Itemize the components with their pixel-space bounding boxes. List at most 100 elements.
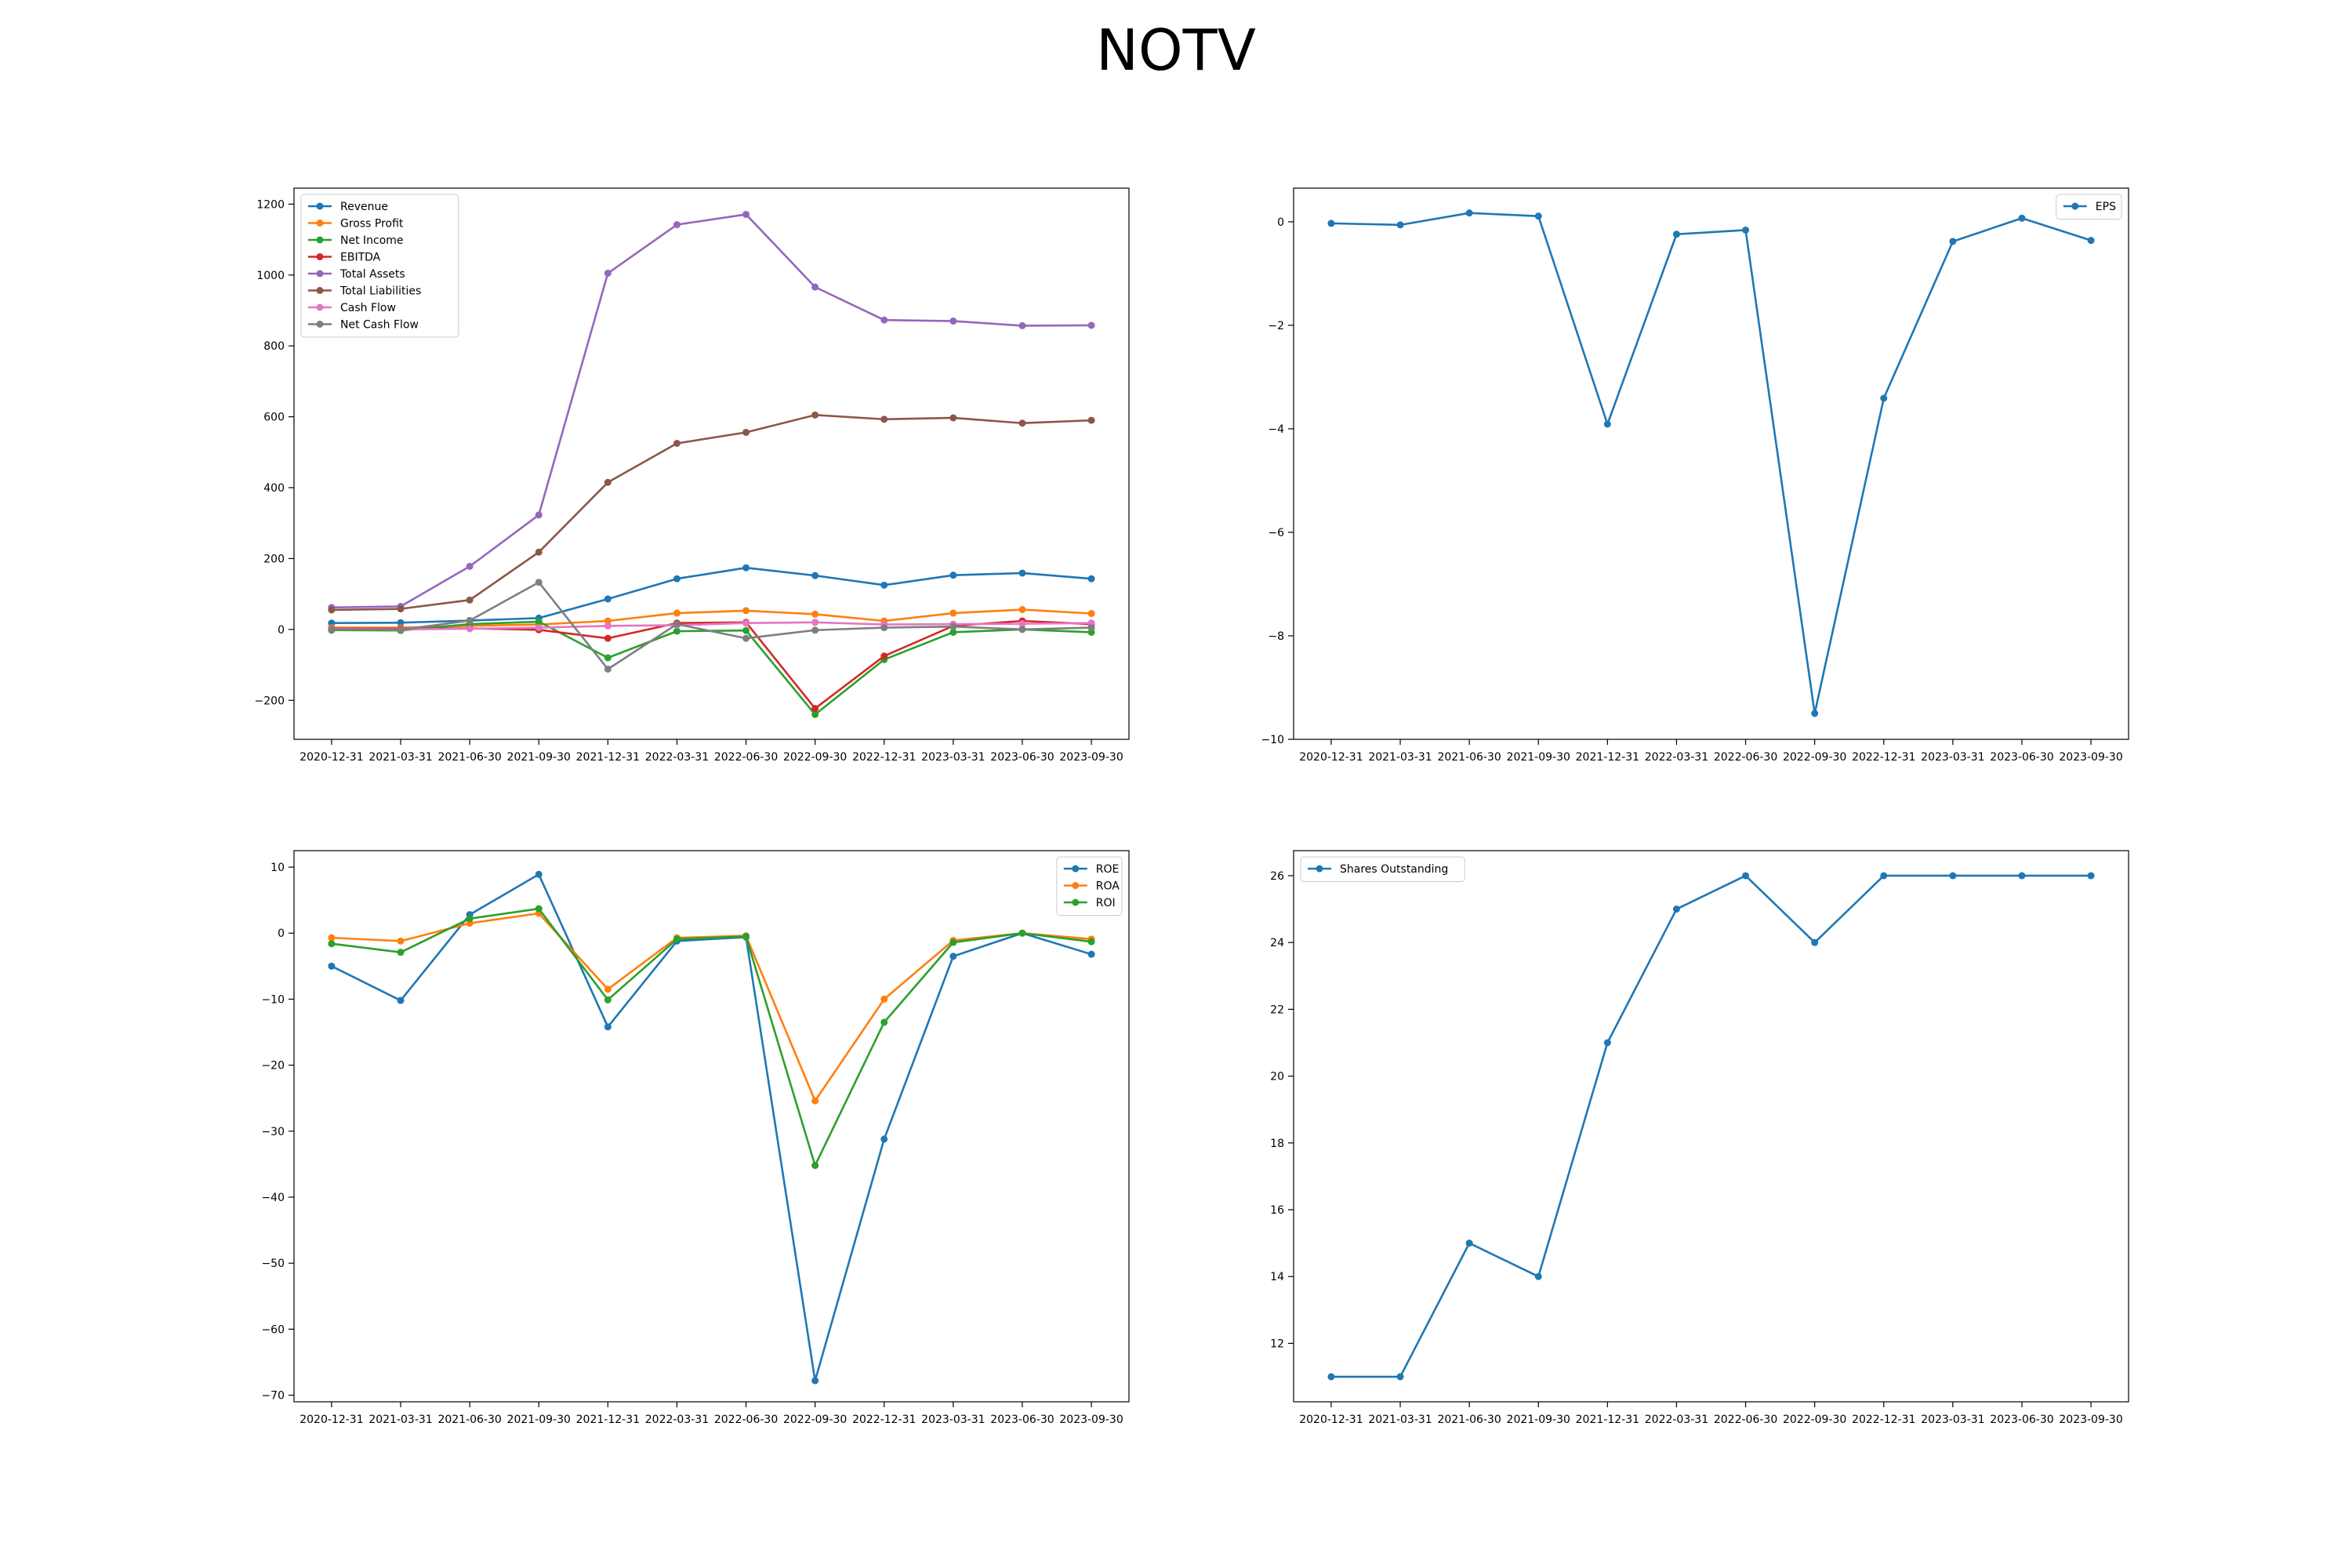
x-tick-label: 2021-12-31 <box>1576 751 1639 764</box>
x-tick-label: 2022-06-30 <box>1714 751 1777 764</box>
data-point <box>742 932 750 940</box>
y-tick-label: 200 <box>263 553 285 565</box>
series-net-cash-flow <box>328 579 1095 673</box>
data-point <box>742 607 750 615</box>
legend-marker <box>316 253 324 260</box>
data-point <box>604 634 612 642</box>
data-point <box>811 710 819 718</box>
x-tick-label: 2022-12-31 <box>852 751 916 764</box>
data-point <box>742 428 750 436</box>
x-tick-label: 2021-09-30 <box>507 751 571 764</box>
plot-frame <box>1293 187 2129 740</box>
data-point <box>1672 906 1680 913</box>
data-point <box>2087 237 2095 245</box>
series-total-liabilities <box>328 411 1095 614</box>
data-point <box>1603 1039 1611 1047</box>
data-point <box>535 511 543 519</box>
x-tick-label: 2022-06-30 <box>1714 1414 1777 1426</box>
data-point <box>604 996 612 1004</box>
data-point <box>880 995 888 1003</box>
data-point <box>535 579 543 586</box>
data-point <box>1811 938 1819 946</box>
data-point <box>328 940 336 948</box>
legend-label: Total Liabilities <box>339 285 421 298</box>
data-point <box>1018 620 1026 628</box>
x-tick-label: 2022-09-30 <box>783 751 847 764</box>
data-point <box>604 654 612 662</box>
data-point <box>1880 872 1888 880</box>
y-tick-label: 0 <box>278 927 285 940</box>
data-point <box>811 1162 819 1170</box>
data-point <box>328 962 336 970</box>
data-point <box>604 595 612 603</box>
data-point <box>880 624 888 632</box>
x-tick-label: 2020-12-31 <box>1299 1414 1363 1426</box>
data-point <box>397 996 405 1004</box>
data-point <box>811 411 819 419</box>
data-point <box>328 606 336 614</box>
legend-label: Net Cash Flow <box>340 319 419 332</box>
legend-marker <box>1072 898 1080 906</box>
x-tick-label: 2023-06-30 <box>990 751 1054 764</box>
legend-marker <box>316 220 324 227</box>
series-revenue <box>328 564 1095 627</box>
data-point <box>880 652 888 660</box>
series-eps <box>1327 209 2095 717</box>
x-tick-label: 2020-12-31 <box>299 1414 363 1426</box>
y-tick-label: −50 <box>261 1258 285 1270</box>
data-point <box>1603 420 1611 428</box>
y-tick-label: 20 <box>1270 1071 1284 1083</box>
series-line <box>331 581 1092 670</box>
x-tick-label: 2023-09-30 <box>1059 1414 1123 1426</box>
x-tick-label: 2023-03-31 <box>921 751 985 764</box>
y-tick-label: −30 <box>261 1126 285 1138</box>
y-tick-label: −6 <box>1268 527 1284 539</box>
legend-label: ROA <box>1096 880 1120 893</box>
data-point <box>466 617 474 625</box>
data-point <box>811 572 819 579</box>
data-point <box>535 624 543 632</box>
x-tick-label: 2021-12-31 <box>1576 1414 1639 1426</box>
legend-marker <box>316 236 324 244</box>
legend-box <box>300 194 459 338</box>
data-point <box>880 581 888 589</box>
data-point <box>1327 1373 1335 1381</box>
data-point <box>1087 610 1095 618</box>
legend: ROE ROA ROI <box>1056 856 1123 916</box>
data-point <box>397 949 405 956</box>
data-point <box>535 905 543 913</box>
data-point <box>604 985 612 993</box>
series-line <box>331 414 1092 612</box>
x-tick-label: 2022-12-31 <box>1852 751 1915 764</box>
data-point <box>742 634 750 642</box>
legend-box <box>1300 856 1465 882</box>
data-point <box>742 619 750 627</box>
data-point <box>397 619 405 626</box>
x-tick-label: 2023-09-30 <box>2059 1414 2122 1426</box>
data-point <box>2087 872 2095 880</box>
series-line <box>331 621 1092 631</box>
data-point <box>466 562 474 570</box>
x-tick-label: 2021-06-30 <box>437 1414 501 1426</box>
legend-marker <box>316 270 324 278</box>
data-point <box>811 626 819 634</box>
x-tick-label: 2020-12-31 <box>1299 751 1363 764</box>
series-line <box>331 912 1092 1102</box>
data-point <box>1087 321 1095 329</box>
data-point <box>1742 872 1750 880</box>
x-tick-label: 2023-06-30 <box>1990 751 2053 764</box>
series-net-income <box>328 618 1095 718</box>
series-line <box>331 873 1092 1382</box>
data-point <box>949 572 957 579</box>
data-point <box>1742 226 1750 234</box>
legend-label: Shares Outstanding <box>1340 863 1448 876</box>
legend-marker <box>316 321 324 328</box>
data-point <box>742 626 750 634</box>
legend: Revenue Gross Profit Net Income EBITDA Total… <box>300 194 459 338</box>
series-line <box>1330 212 2092 715</box>
data-point <box>673 575 681 583</box>
x-tick-label: 2022-03-31 <box>645 751 709 764</box>
legend-marker <box>316 202 324 210</box>
data-point <box>880 1018 888 1026</box>
series-shares-outstanding <box>1327 872 2095 1381</box>
